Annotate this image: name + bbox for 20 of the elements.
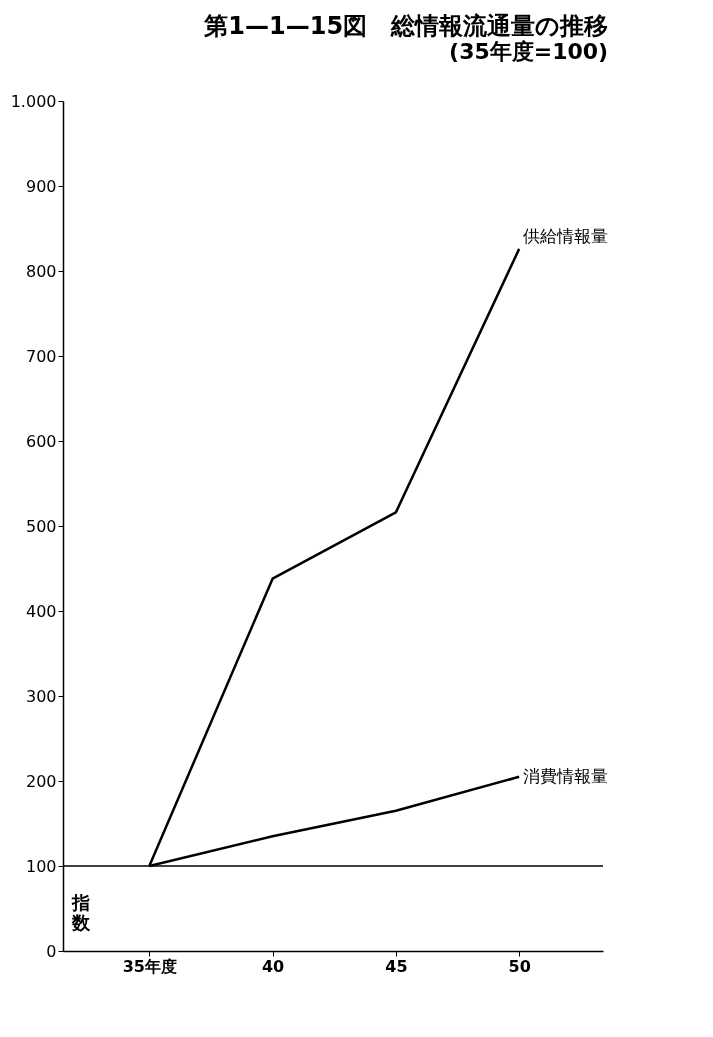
series-label: 供給情報量 [523,225,609,246]
series-label: 消費情報量 [523,765,609,786]
y-tick-label: 800 [25,261,57,281]
chart-subtitle: (35年度=100) [449,39,609,64]
y-tick-label: 700 [25,346,57,366]
y-axis-title: 指数 [71,892,91,934]
y-tick-label: 1.000 [10,91,57,111]
y-tick-label: 100 [25,856,57,876]
x-tick-label: 40 [261,956,285,976]
y-tick-label: 400 [25,601,57,621]
y-tick-label: 600 [25,431,57,451]
chart-title: 第1—1—15図 総情報流通量の推移 [203,12,609,40]
y-tick-label: 300 [25,686,57,706]
x-tick-label: 35年度 [122,956,177,976]
y-tick-label: 500 [25,516,57,536]
y-tick-label: 900 [25,176,57,196]
y-tick-label: 200 [25,771,57,791]
x-tick-label: 50 [508,956,531,976]
y-tick-label: 0 [46,941,57,961]
x-tick-label: 45 [385,956,408,976]
